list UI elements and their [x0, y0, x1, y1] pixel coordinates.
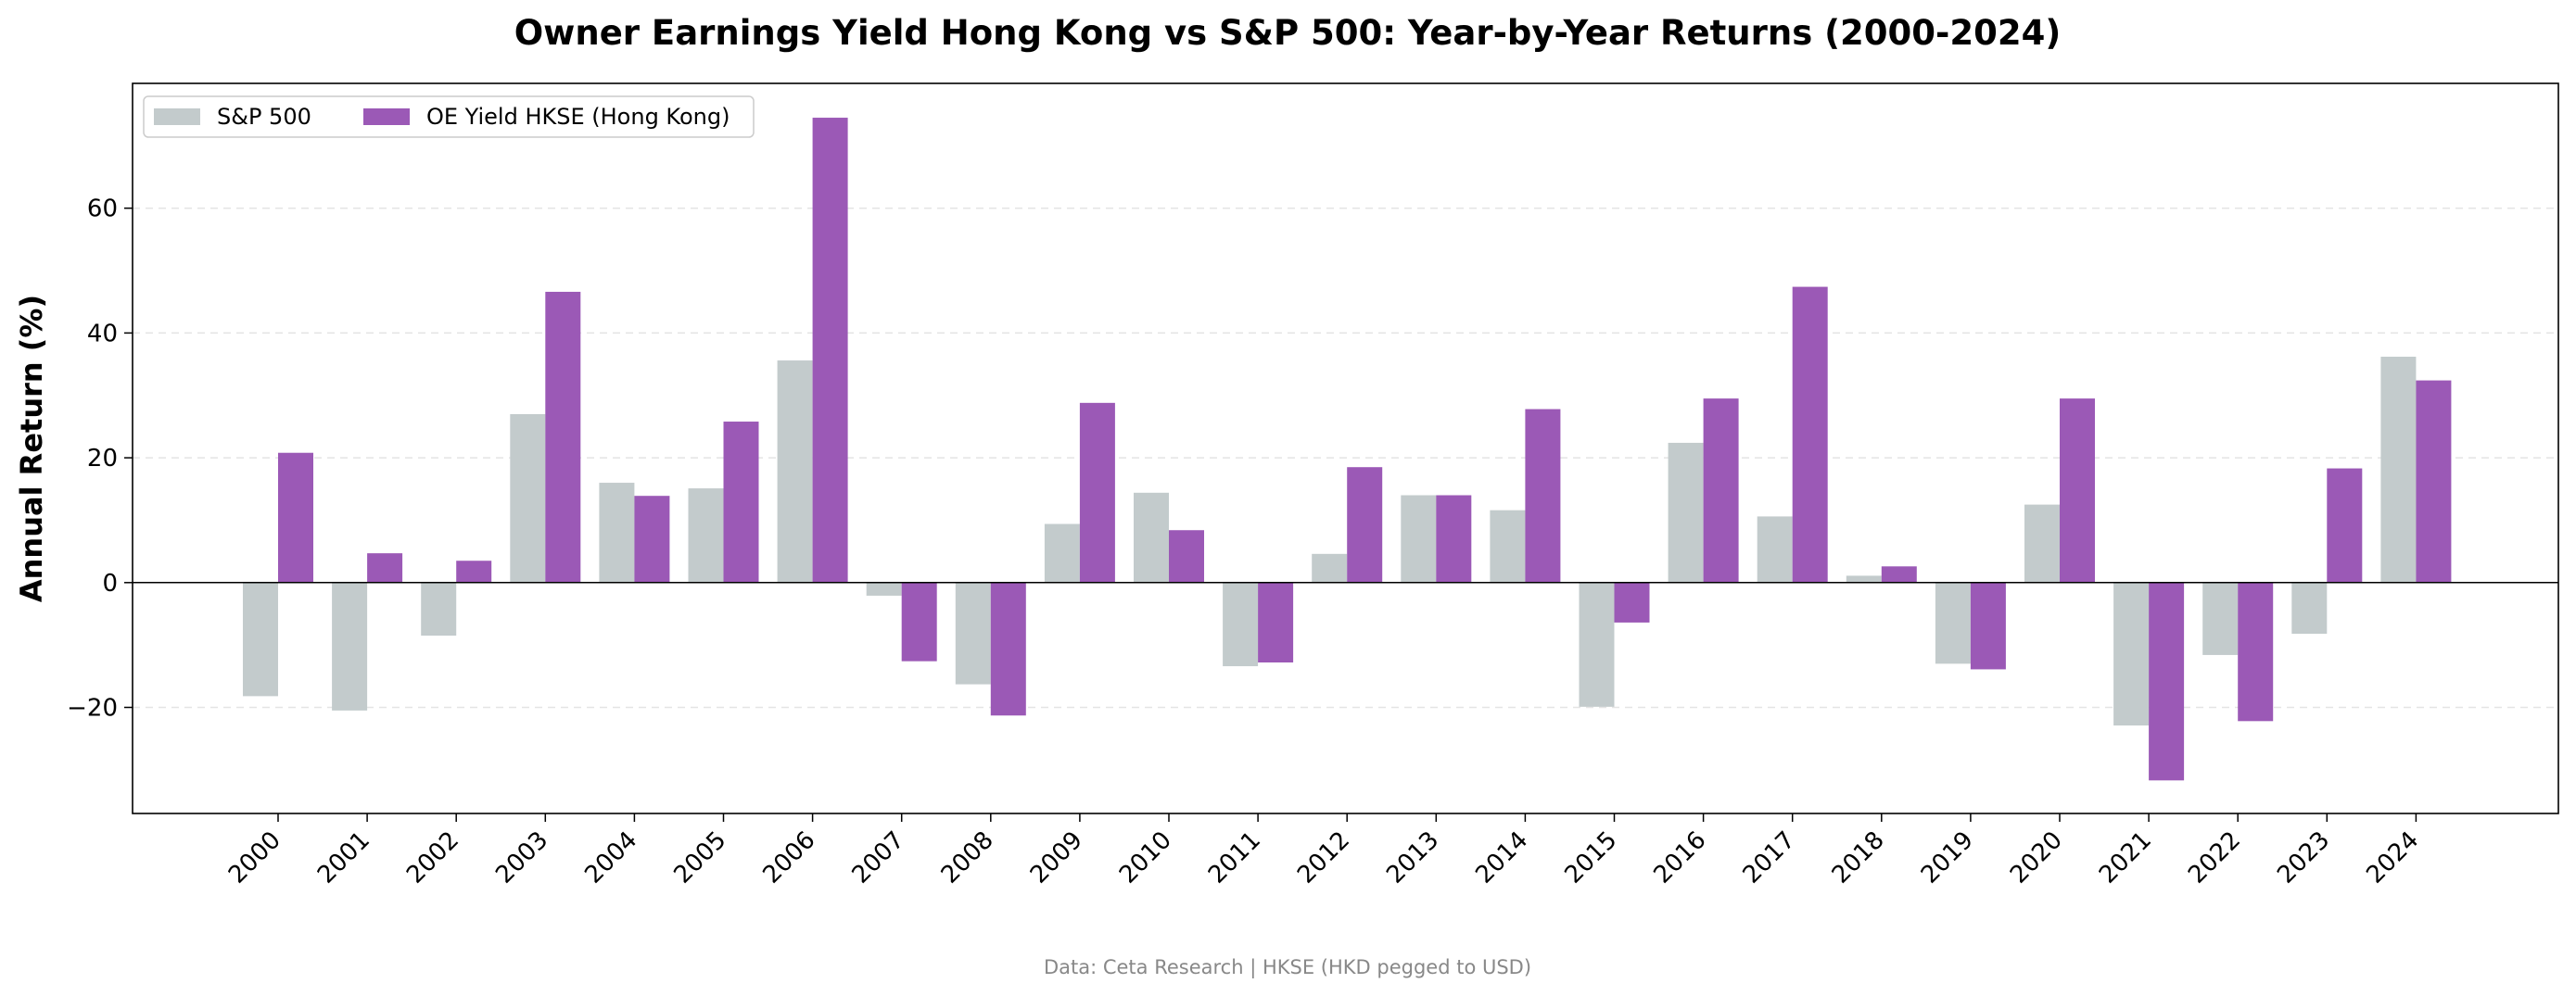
bar-sp500-2004	[599, 483, 635, 583]
bar-sp500-2008	[955, 582, 991, 685]
bar-sp500-2001	[332, 582, 368, 711]
bar-sp500-2024	[2380, 356, 2417, 583]
bar-oe-yield-hkse-2009	[1079, 402, 1115, 583]
x-tick-label: 2013	[1381, 826, 1444, 889]
bar-oe-yield-hkse-2014	[1525, 409, 1561, 583]
x-tick-label: 2006	[758, 826, 821, 889]
plot-frame	[132, 82, 2559, 814]
bar-oe-yield-hkse-2016	[1703, 398, 1739, 583]
legend-label-sp500: S&P 500	[217, 104, 311, 130]
x-tick-label: 2005	[668, 826, 731, 889]
x-tick-label: 2000	[223, 826, 286, 889]
grid-lines	[133, 207, 2558, 709]
bar-sp500-2007	[866, 582, 902, 596]
bar-oe-yield-hkse-2021	[2149, 582, 2185, 781]
bar-sp500-2021	[2113, 582, 2150, 726]
bar-sp500-2015	[1579, 582, 1615, 707]
y-tick-label: 60	[87, 195, 118, 223]
bar-oe-yield-hkse-2020	[2060, 398, 2095, 583]
bar-oe-yield-hkse-2024	[2416, 380, 2452, 583]
bar-sp500-2009	[1044, 523, 1080, 583]
bar-oe-yield-hkse-2002	[456, 561, 492, 583]
legend: S&P 500 OE Yield HKSE (Hong Kong)	[143, 95, 755, 138]
x-tick-label: 2022	[2183, 826, 2246, 889]
bar-oe-yield-hkse-2010	[1169, 530, 1204, 583]
bar-sp500-2003	[510, 413, 546, 583]
bar-oe-yield-hkse-2023	[2327, 468, 2363, 583]
bar-oe-yield-hkse-2004	[634, 496, 670, 583]
bar-sp500-2023	[2291, 582, 2328, 635]
bar-sp500-2002	[421, 582, 457, 637]
bar-sp500-2000	[243, 582, 278, 697]
bar-sp500-2005	[688, 488, 724, 583]
bar-oe-yield-hkse-2022	[2238, 582, 2274, 722]
y-tick-label: 20	[87, 445, 118, 473]
bar-oe-yield-hkse-2017	[1792, 286, 1828, 583]
bar-oe-yield-hkse-2012	[1347, 467, 1383, 583]
x-tick-label: 2017	[1738, 826, 1801, 889]
x-tick-label: 2024	[2361, 826, 2424, 889]
x-tick-label: 2004	[579, 826, 642, 889]
legend-swatch-oe-yield-hkse	[363, 108, 410, 125]
bar-sp500-2006	[777, 360, 813, 583]
legend-box	[143, 95, 755, 138]
bar-oe-yield-hkse-2013	[1436, 495, 1472, 583]
bar-oe-yield-hkse-2003	[545, 291, 581, 583]
x-tick-label: 2019	[1916, 826, 1979, 889]
legend-label-oe-yield-hkse: OE Yield HKSE (Hong Kong)	[426, 104, 730, 130]
x-tick-label: 2018	[1827, 826, 1890, 889]
bar-oe-yield-hkse-2015	[1614, 582, 1650, 623]
y-axis-label: Annual Return (%)	[14, 295, 49, 602]
x-tick-label: 2002	[401, 826, 464, 889]
bar-sp500-2010	[1134, 492, 1169, 583]
bar-sp500-2016	[1668, 442, 1704, 583]
bar-oe-yield-hkse-2005	[723, 422, 759, 583]
bar-sp500-2018	[1846, 575, 1882, 583]
bar-sp500-2013	[1401, 495, 1437, 583]
axes: −20 0 20 40 60 2000 2001 2002 2003 2004 2005 2006 20…	[67, 195, 2558, 889]
x-tick-label: 2016	[1649, 826, 1712, 889]
chart-title: Owner Earnings Yield Hong Kong vs S&P 50…	[514, 13, 2062, 53]
bar-sp500-2019	[1935, 582, 1971, 664]
x-tick-label: 2011	[1203, 826, 1266, 889]
x-tick-label: 2003	[490, 826, 553, 889]
x-tick-label: 2009	[1025, 826, 1088, 889]
x-tick-label: 2020	[2005, 826, 2068, 889]
legend-swatch-sp500	[154, 108, 200, 125]
bar-oe-yield-hkse-2007	[901, 582, 937, 662]
bars	[243, 118, 2452, 781]
x-tick-label: 2010	[1114, 826, 1177, 889]
x-tick-label: 2021	[2094, 826, 2157, 889]
bar-oe-yield-hkse-2000	[278, 452, 313, 583]
x-tick-label: 2007	[847, 826, 910, 889]
footer-note: Data: Ceta Research | HKSE (HKD pegged t…	[1044, 956, 1531, 979]
bar-sp500-2012	[1312, 553, 1348, 583]
bar-oe-yield-hkse-2006	[812, 118, 848, 583]
y-tick-label: 40	[87, 320, 118, 347]
y-tick-label: 0	[102, 570, 118, 598]
bar-oe-yield-hkse-2011	[1258, 582, 1294, 663]
bar-sp500-2017	[1757, 516, 1793, 583]
bar-sp500-2014	[1490, 510, 1526, 583]
x-tick-label: 2015	[1559, 826, 1622, 889]
bar-sp500-2020	[2024, 504, 2060, 583]
bar-oe-yield-hkse-2008	[990, 582, 1026, 716]
bar-oe-yield-hkse-2019	[1970, 582, 2006, 670]
x-tick-label: 2008	[936, 826, 999, 889]
x-tick-label: 2014	[1470, 826, 1533, 889]
x-tick-label: 2023	[2272, 826, 2335, 889]
bar-oe-yield-hkse-2018	[1881, 566, 1917, 583]
bar-sp500-2022	[2202, 582, 2239, 655]
x-tick-label: 2001	[312, 826, 375, 889]
bar-sp500-2011	[1223, 582, 1259, 667]
bar-oe-yield-hkse-2001	[367, 553, 403, 583]
y-tick-label: −20	[67, 695, 118, 723]
x-tick-label: 2012	[1292, 826, 1355, 889]
